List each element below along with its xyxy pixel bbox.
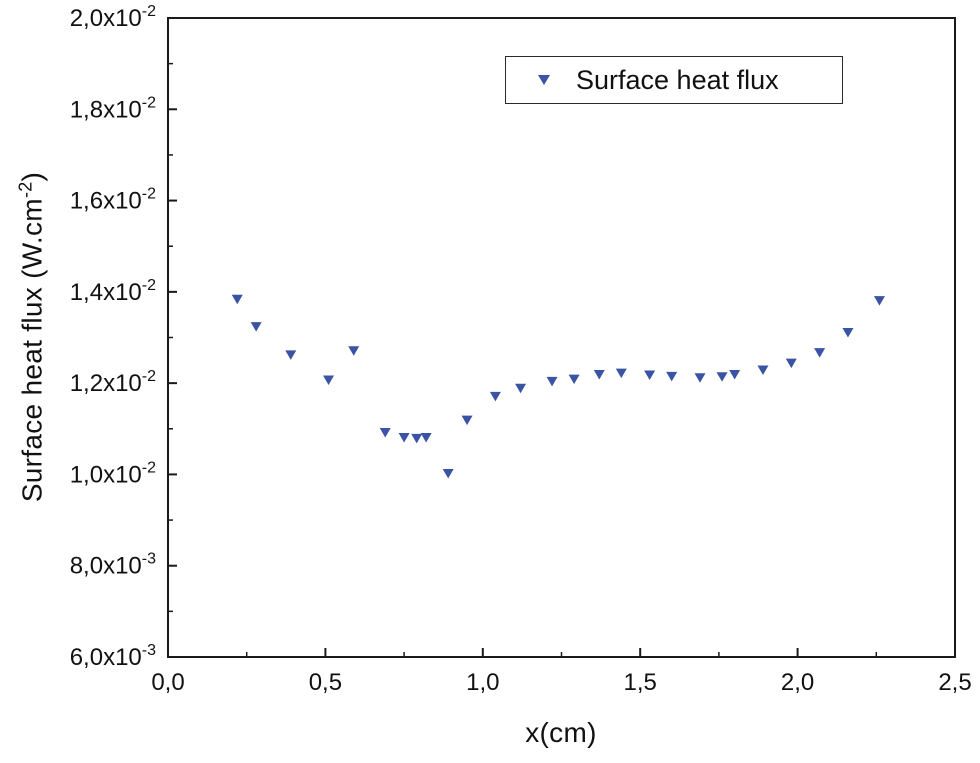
data-point-marker bbox=[231, 294, 243, 305]
y-axis-title-close: ) bbox=[16, 171, 48, 182]
data-point-marker bbox=[644, 370, 656, 380]
x-tick-label: 0,0 bbox=[151, 669, 184, 696]
data-point-marker bbox=[729, 370, 741, 380]
y-tick-label: 1,4x10-2 bbox=[70, 277, 156, 306]
data-point-marker bbox=[694, 373, 706, 383]
y-tick-label: 1,6x10-2 bbox=[70, 186, 156, 215]
y-axis-title-text: Surface heat flux (W.cm bbox=[16, 198, 48, 503]
data-point-marker bbox=[420, 433, 432, 443]
y-tick-label: 8,0x10-3 bbox=[70, 551, 156, 580]
data-point-marker bbox=[785, 358, 797, 369]
data-point-marker bbox=[568, 374, 580, 385]
y-tick-label: 2,0x10-2 bbox=[70, 3, 156, 32]
data-point-marker bbox=[379, 427, 391, 438]
x-tick-label: 1,5 bbox=[624, 669, 657, 696]
data-point-marker bbox=[250, 322, 262, 332]
x-axis-title: x(cm) bbox=[525, 717, 597, 748]
data-point-marker bbox=[546, 376, 558, 387]
data-point-marker bbox=[489, 391, 501, 402]
data-point-marker bbox=[323, 375, 335, 385]
y-tick-label: 6,0x10-3 bbox=[70, 642, 156, 671]
data-point-marker bbox=[842, 328, 854, 338]
x-tick-label: 1,0 bbox=[466, 669, 499, 696]
data-point-marker bbox=[593, 370, 605, 380]
y-tick-label: 1,0x10-2 bbox=[70, 459, 156, 488]
plot-frame bbox=[167, 17, 956, 658]
x-tick-label: 2,0 bbox=[781, 669, 814, 696]
data-point-marker bbox=[398, 433, 410, 443]
data-point-marker bbox=[615, 368, 627, 379]
data-point-marker bbox=[814, 348, 826, 358]
legend: Surface heat flux bbox=[505, 56, 843, 104]
data-point-marker bbox=[461, 415, 473, 426]
y-tick-label: 1,8x10-2 bbox=[70, 94, 156, 123]
data-point-marker bbox=[285, 350, 297, 360]
x-tick-label: 2,5 bbox=[938, 669, 971, 696]
data-point-marker bbox=[757, 365, 769, 375]
y-axis-title-exponent: -2 bbox=[15, 181, 36, 199]
triangle-down-icon bbox=[538, 75, 550, 85]
x-tick-label: 0,5 bbox=[309, 669, 342, 696]
y-axis-title: Surface heat flux (W.cm-2) bbox=[15, 172, 48, 502]
data-point-marker bbox=[515, 383, 527, 394]
y-tick-label: 1,2x10-2 bbox=[70, 368, 156, 397]
legend-label: Surface heat flux bbox=[576, 64, 779, 95]
data-point-marker bbox=[716, 372, 728, 382]
data-point-marker bbox=[411, 433, 423, 444]
data-point-marker bbox=[348, 346, 360, 356]
data-point-marker bbox=[666, 371, 678, 382]
data-point-marker bbox=[873, 296, 885, 306]
data-point-marker bbox=[442, 469, 454, 479]
